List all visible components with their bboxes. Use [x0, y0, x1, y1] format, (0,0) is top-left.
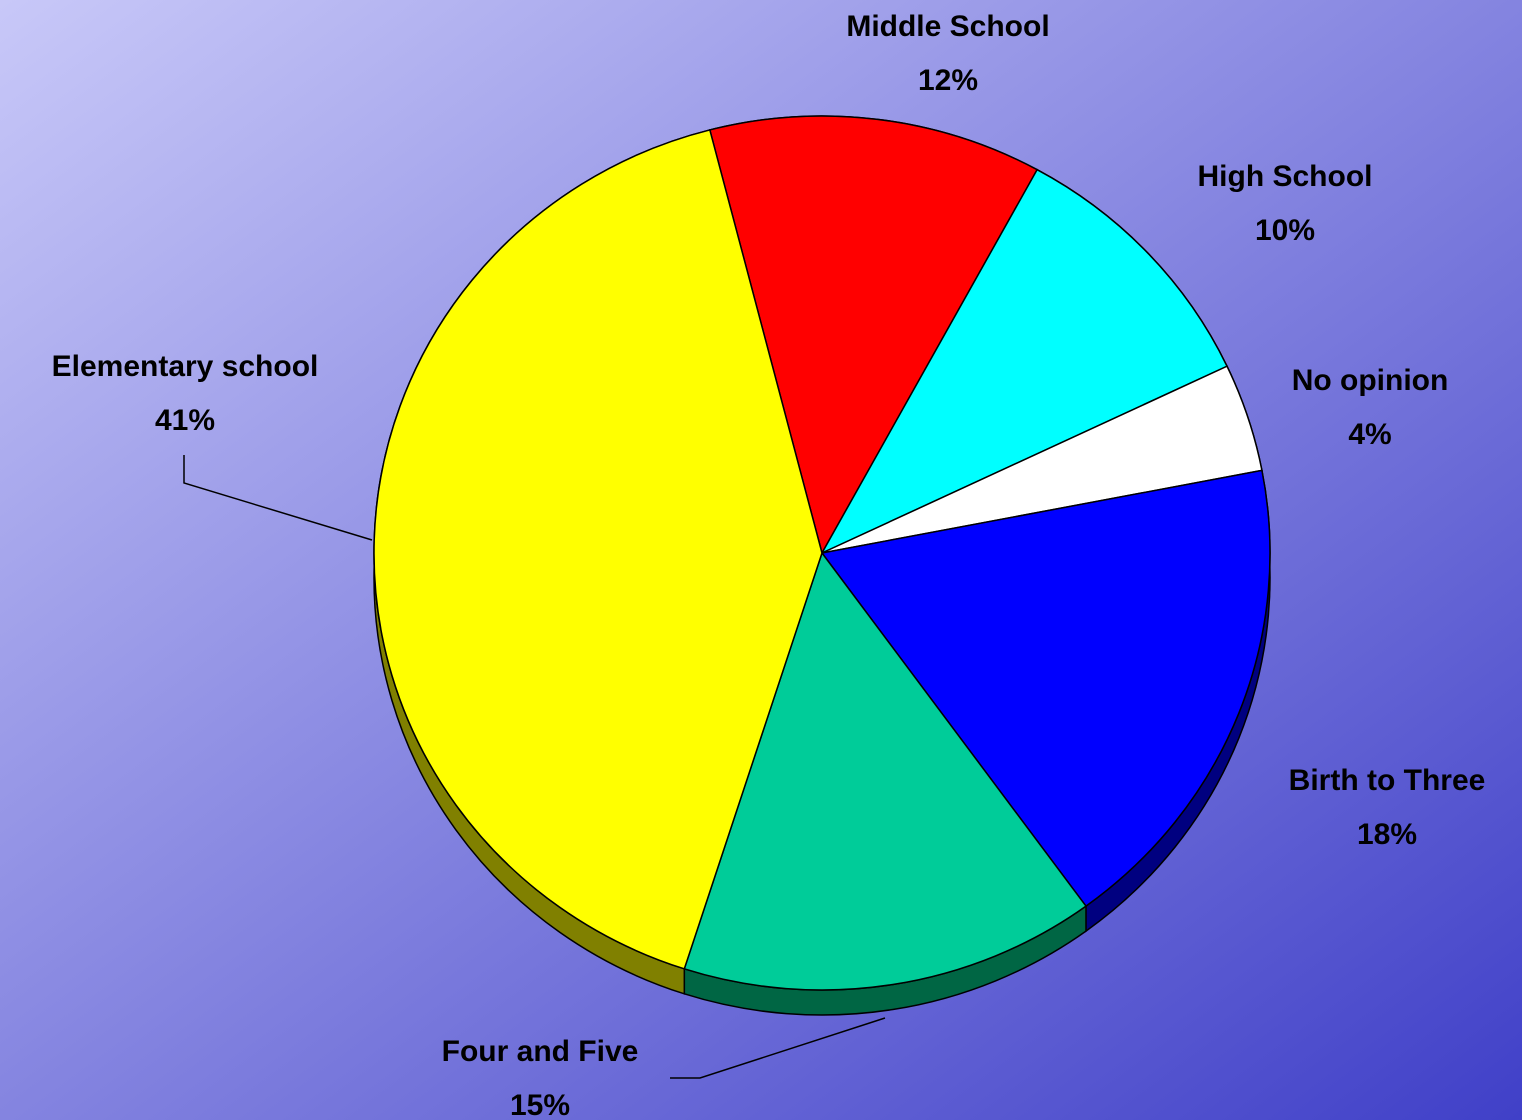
value-label: 10% [1255, 214, 1315, 247]
slice-label: No opinion [1292, 364, 1449, 397]
slice-label: Four and Five [442, 1035, 639, 1068]
slice-label: Birth to Three [1289, 764, 1486, 797]
slice [373, 129, 823, 970]
slice [820, 168, 1229, 555]
value-label: 12% [918, 64, 978, 97]
value-label: 4% [1348, 418, 1391, 451]
leader-line [670, 1017, 886, 1079]
value-label: 18% [1357, 818, 1417, 851]
slice [820, 469, 1271, 908]
leader-line [183, 455, 373, 541]
value-label: 15% [510, 1089, 570, 1120]
slice [708, 115, 1039, 555]
slice-label: Middle School [846, 10, 1049, 43]
value-label: 41% [155, 404, 215, 437]
slice [683, 551, 1088, 991]
slice-label: Elementary school [52, 350, 319, 383]
slice-label: High School [1198, 160, 1373, 193]
